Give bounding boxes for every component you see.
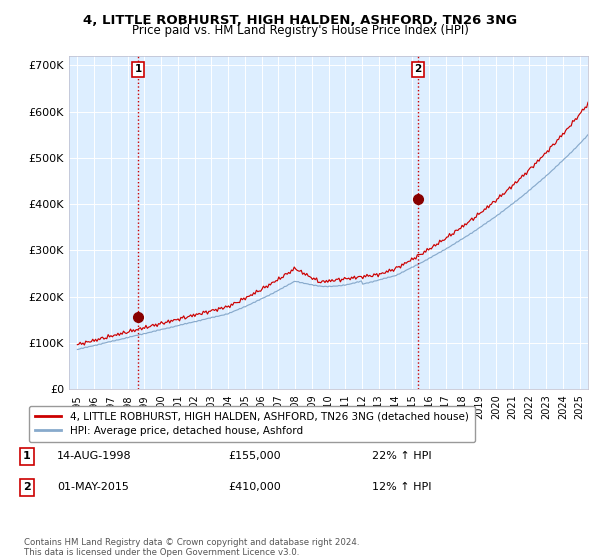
Text: 12% ↑ HPI: 12% ↑ HPI — [372, 482, 431, 492]
Text: £155,000: £155,000 — [228, 451, 281, 461]
Text: Contains HM Land Registry data © Crown copyright and database right 2024.
This d: Contains HM Land Registry data © Crown c… — [24, 538, 359, 557]
Text: 2: 2 — [414, 64, 421, 74]
Text: 01-MAY-2015: 01-MAY-2015 — [57, 482, 129, 492]
Text: 1: 1 — [23, 451, 31, 461]
Text: £410,000: £410,000 — [228, 482, 281, 492]
Legend: 4, LITTLE ROBHURST, HIGH HALDEN, ASHFORD, TN26 3NG (detached house), HPI: Averag: 4, LITTLE ROBHURST, HIGH HALDEN, ASHFORD… — [29, 405, 475, 442]
Text: 22% ↑ HPI: 22% ↑ HPI — [372, 451, 431, 461]
Text: 14-AUG-1998: 14-AUG-1998 — [57, 451, 131, 461]
Text: 1: 1 — [134, 64, 142, 74]
Text: Price paid vs. HM Land Registry's House Price Index (HPI): Price paid vs. HM Land Registry's House … — [131, 24, 469, 36]
Text: 4, LITTLE ROBHURST, HIGH HALDEN, ASHFORD, TN26 3NG: 4, LITTLE ROBHURST, HIGH HALDEN, ASHFORD… — [83, 14, 517, 27]
Text: 2: 2 — [23, 482, 31, 492]
